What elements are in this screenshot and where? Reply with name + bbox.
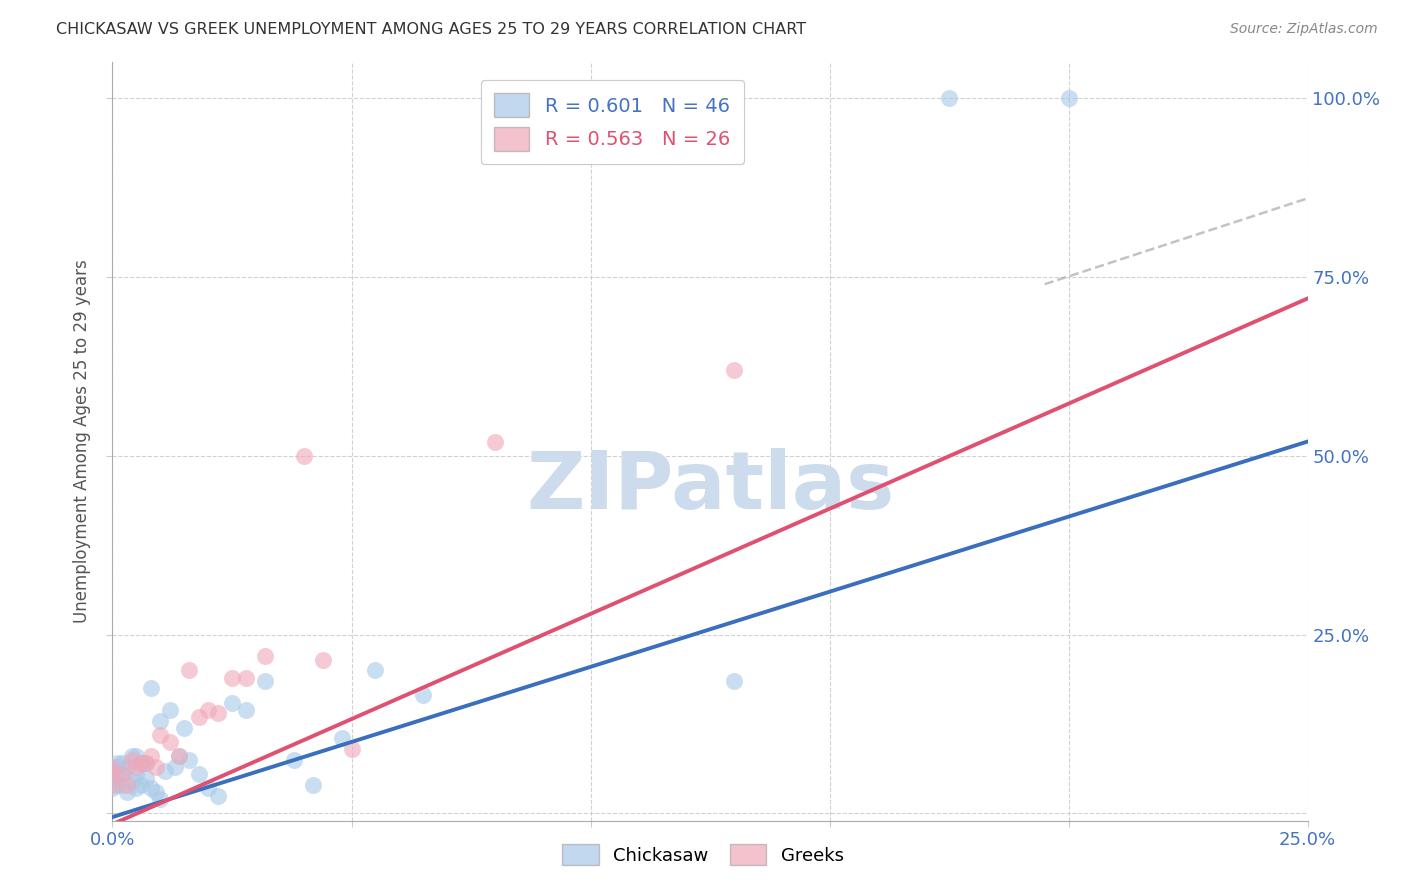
Text: Source: ZipAtlas.com: Source: ZipAtlas.com bbox=[1230, 22, 1378, 37]
Point bbox=[105, 778, 128, 792]
Point bbox=[149, 714, 172, 728]
Point bbox=[105, 756, 128, 771]
Point bbox=[115, 778, 138, 792]
Point bbox=[173, 721, 195, 735]
Text: CHICKASAW VS GREEK UNEMPLOYMENT AMONG AGES 25 TO 29 YEARS CORRELATION CHART: CHICKASAW VS GREEK UNEMPLOYMENT AMONG AG… bbox=[56, 22, 807, 37]
Point bbox=[129, 756, 152, 771]
Point bbox=[105, 760, 128, 774]
Point bbox=[159, 735, 181, 749]
Point bbox=[125, 760, 148, 774]
Point bbox=[169, 749, 191, 764]
Point bbox=[115, 785, 138, 799]
Point bbox=[364, 664, 387, 678]
Point bbox=[149, 792, 172, 806]
Point bbox=[283, 753, 305, 767]
Point bbox=[312, 653, 335, 667]
Point bbox=[221, 696, 243, 710]
Point bbox=[125, 781, 148, 796]
Point bbox=[121, 774, 143, 789]
Point bbox=[139, 749, 162, 764]
Point bbox=[129, 778, 152, 792]
Point bbox=[340, 742, 363, 756]
Point bbox=[101, 760, 124, 774]
Point bbox=[129, 756, 152, 771]
Point bbox=[115, 760, 138, 774]
Point bbox=[111, 778, 134, 792]
Text: ZIPatlas: ZIPatlas bbox=[526, 448, 894, 526]
Point bbox=[121, 753, 143, 767]
Point bbox=[330, 731, 353, 746]
Point bbox=[111, 767, 134, 781]
Point bbox=[292, 449, 315, 463]
Point bbox=[159, 703, 181, 717]
Point bbox=[101, 767, 124, 781]
Legend: Chickasaw, Greeks: Chickasaw, Greeks bbox=[554, 835, 852, 874]
Point bbox=[139, 681, 162, 696]
Point bbox=[197, 781, 219, 796]
Point bbox=[723, 363, 745, 377]
Y-axis label: Unemployment Among Ages 25 to 29 years: Unemployment Among Ages 25 to 29 years bbox=[73, 260, 91, 624]
Point bbox=[145, 760, 167, 774]
Point bbox=[101, 781, 124, 796]
Point bbox=[177, 753, 200, 767]
Point bbox=[139, 781, 162, 796]
Point bbox=[105, 767, 128, 781]
Point bbox=[177, 664, 200, 678]
Point bbox=[254, 649, 277, 664]
Point bbox=[221, 671, 243, 685]
Point bbox=[135, 756, 157, 771]
Point bbox=[145, 785, 167, 799]
Point bbox=[254, 674, 277, 689]
Legend: R = 0.601   N = 46, R = 0.563   N = 26: R = 0.601 N = 46, R = 0.563 N = 26 bbox=[481, 79, 744, 164]
Point bbox=[135, 756, 157, 771]
Point bbox=[302, 778, 325, 792]
Point bbox=[153, 764, 176, 778]
Point bbox=[149, 728, 172, 742]
Point bbox=[121, 749, 143, 764]
Point bbox=[207, 706, 229, 721]
Point bbox=[125, 749, 148, 764]
Point bbox=[235, 703, 257, 717]
Point bbox=[187, 710, 209, 724]
Point bbox=[187, 767, 209, 781]
Point bbox=[938, 91, 960, 105]
Point bbox=[197, 703, 219, 717]
Point bbox=[101, 764, 124, 778]
Point bbox=[169, 749, 191, 764]
Point bbox=[1057, 91, 1080, 105]
Point bbox=[235, 671, 257, 685]
Point bbox=[111, 756, 134, 771]
Point bbox=[135, 771, 157, 785]
Point bbox=[125, 767, 148, 781]
Point bbox=[101, 778, 124, 792]
Point bbox=[101, 771, 124, 785]
Point bbox=[207, 789, 229, 803]
Point bbox=[412, 689, 434, 703]
Point bbox=[484, 434, 506, 449]
Point bbox=[163, 760, 186, 774]
Point bbox=[723, 674, 745, 689]
Point bbox=[111, 767, 134, 781]
